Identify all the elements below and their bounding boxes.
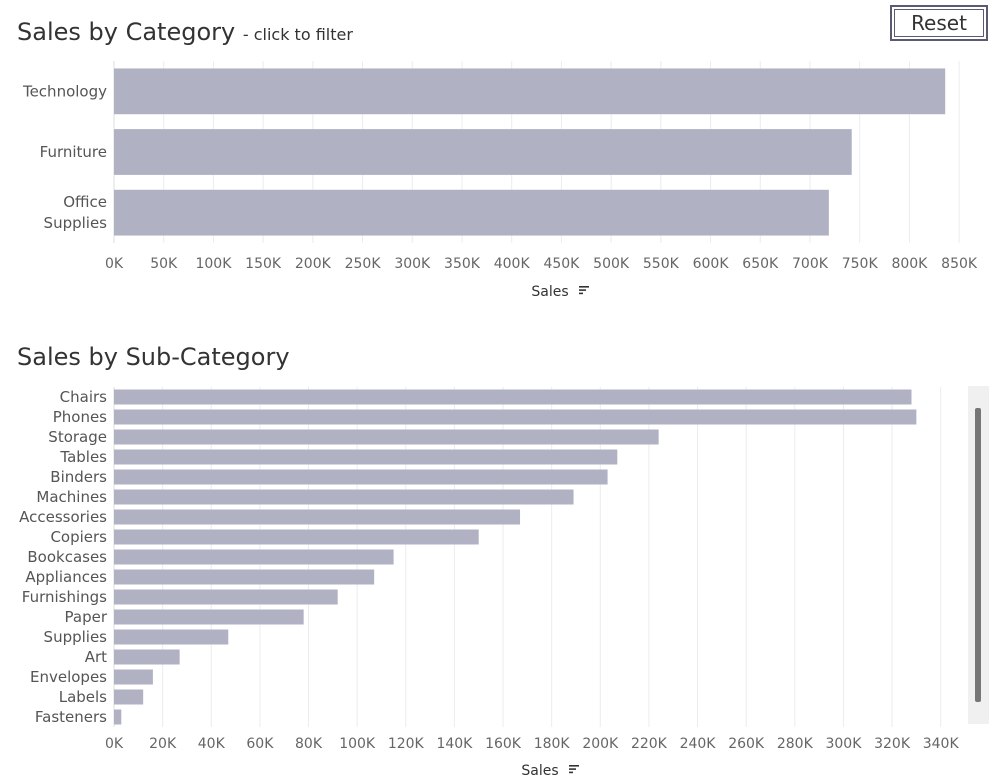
x-tick-label: 600K [693,256,730,272]
sort-icon[interactable] [579,286,589,295]
x-tick-label: 300K [825,736,862,752]
sort-icon-bar [569,765,579,767]
x-tick-label: 100K [339,736,376,752]
bar[interactable] [114,449,618,465]
bar[interactable] [114,469,608,485]
bar[interactable] [114,489,574,505]
category-bar-chart[interactable]: Technology Furniture Office Supplies 0K 50K 10… [0,0,1005,310]
category-label: Furniture [40,143,107,161]
x-tick-label: 50K [150,256,178,272]
x-tick-label: 240K [680,736,717,752]
x-tick-label: 180K [534,736,571,752]
category-label: Appliances [25,568,107,586]
category-chart-subtitle: - click to filter [242,25,353,44]
x-tick-label: 150K [245,256,282,272]
x-tick-label: 650K [742,256,779,272]
bar[interactable] [114,189,829,236]
category-chart-title: Sales by Category - click to filter [17,18,353,46]
category-label: Labels [59,688,107,706]
category-label: Copiers [50,528,107,546]
x-tick-label: 40K [198,736,226,752]
category-label: Accessories [19,508,107,526]
sort-icon-bar [569,768,576,770]
sort-icon-bar [579,292,583,295]
bar[interactable] [114,669,153,685]
bar[interactable] [114,709,122,725]
sort-icon[interactable] [569,765,579,774]
bar[interactable] [114,529,479,545]
category-label: Phones [53,408,107,426]
x-tick-label: 80K [295,736,323,752]
category-label: Supplies [44,214,108,232]
category-label: Technology [22,82,107,100]
category-label: Storage [48,428,107,446]
sort-icon-bar [579,289,586,291]
x-tick-label: 350K [444,256,481,272]
x-tick-label: 800K [891,256,928,272]
x-tick-label: 120K [388,736,425,752]
category-label: Paper [65,608,108,626]
bar[interactable] [114,649,180,665]
bar[interactable] [114,429,659,445]
category-label: Art [85,648,107,666]
x-tick-label: 0K [105,736,124,752]
x-tick-label: 140K [436,736,473,752]
sort-icon-bar [569,771,573,774]
x-tick-label: 700K [792,256,829,272]
category-label: Chairs [60,388,108,406]
bar[interactable] [114,389,912,405]
x-tick-label: 0K [105,256,124,272]
bar[interactable] [114,569,375,585]
reset-button[interactable]: Reset [890,5,988,41]
category-label: Envelopes [30,668,107,686]
x-axis-title: Sales [531,284,568,300]
bar[interactable] [114,129,852,175]
x-tick-label: 20K [149,736,177,752]
x-axis-title: Sales [521,763,558,779]
x-tick-label: 200K [295,256,332,272]
bar[interactable] [114,609,304,625]
bar[interactable] [114,589,338,605]
x-tick-label: 400K [494,256,531,272]
x-tick-label: 450K [543,256,580,272]
vertical-scrollbar[interactable] [968,386,989,724]
reset-button-label: Reset [894,9,984,37]
x-tick-label: 250K [345,256,382,272]
x-tick-label: 320K [874,736,911,752]
x-tick-label: 850K [941,256,978,272]
x-tick-label: 260K [728,736,765,752]
category-label: Supplies [44,628,108,646]
x-tick-label: 100K [195,256,232,272]
x-tick-label: 60K [246,736,274,752]
subcategory-chart-title: Sales by Sub-Category [17,343,290,371]
scrollbar-thumb[interactable] [975,408,981,702]
x-tick-label: 300K [394,256,431,272]
bar[interactable] [114,409,917,425]
bar[interactable] [114,549,394,565]
category-label: Office [63,193,107,211]
x-tick-label: 160K [485,736,522,752]
category-label: Bookcases [27,548,107,566]
bar[interactable] [114,68,946,115]
bar[interactable] [114,629,229,645]
x-tick-label: 550K [643,256,680,272]
x-tick-label: 500K [593,256,630,272]
category-label: Machines [36,488,107,506]
category-label: Tables [59,448,107,466]
bar[interactable] [114,509,521,525]
x-tick-label: 280K [777,736,814,752]
sort-icon-bar [579,286,589,288]
bar[interactable] [114,689,144,705]
x-tick-label: 200K [582,736,619,752]
category-label: Furnishings [22,588,107,606]
category-label: Binders [50,468,107,486]
x-tick-label: 340K [923,736,960,752]
x-tick-label: 220K [631,736,668,752]
category-label: Fasteners [35,708,107,726]
x-tick-label: 750K [842,256,879,272]
